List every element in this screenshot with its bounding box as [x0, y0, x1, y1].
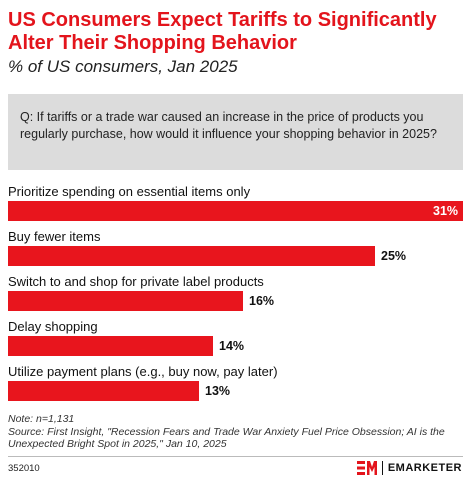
- footer-divider: [8, 456, 463, 457]
- bar-value-label: 13%: [205, 384, 231, 398]
- bar-label: Utilize payment plans (e.g., buy now, pa…: [8, 364, 278, 379]
- bar: [8, 246, 375, 266]
- bar-label: Prioritize spending on essential items o…: [8, 184, 251, 199]
- chart-subtitle: % of US consumers, Jan 2025: [8, 57, 238, 76]
- chart-notes: Note: n=1,131 Source: First Insight, "Re…: [8, 413, 463, 451]
- bar: [8, 291, 243, 311]
- brand-logo: EMARKETER: [356, 461, 462, 475]
- survey-question: Q: If tariffs or a trade war caused an i…: [8, 94, 463, 170]
- bar-value-label: 14%: [219, 339, 245, 353]
- brand-name: EMARKETER: [387, 462, 462, 474]
- bar-label: Buy fewer items: [8, 229, 101, 244]
- brand-separator: [381, 461, 383, 475]
- note-text: Note: n=1,131: [8, 413, 75, 425]
- chart-id: 352010: [8, 463, 40, 474]
- bar-label: Switch to and shop for private label pro…: [8, 274, 264, 289]
- bar: [8, 336, 213, 356]
- em-logo-icon: [356, 461, 377, 475]
- bar-value-label: 31%: [433, 204, 459, 218]
- bar-label: Delay shopping: [8, 319, 98, 334]
- bar: [8, 201, 463, 221]
- bar-value-label: 16%: [249, 294, 275, 308]
- chart-title: US Consumers Expect Tariffs to Significa…: [8, 9, 437, 54]
- bar-value-label: 25%: [381, 249, 407, 263]
- bar: [8, 381, 199, 401]
- source-text: Source: First Insight, "Recession Fears …: [8, 425, 445, 451]
